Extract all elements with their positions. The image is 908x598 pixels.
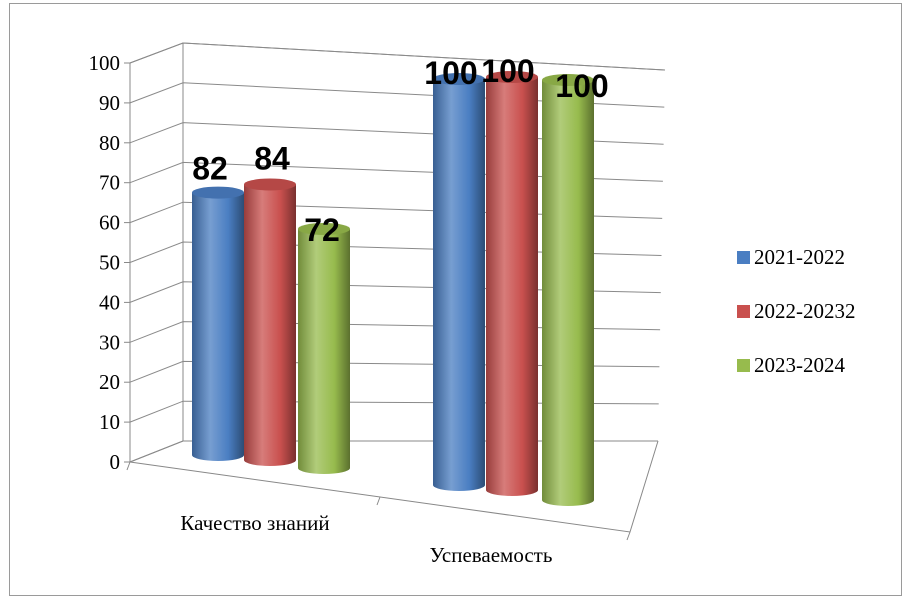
bar-body-1-1 xyxy=(192,192,244,461)
y-tick-label-60: 60 xyxy=(99,211,120,235)
bar-top-2-1 xyxy=(433,73,485,85)
legend-label-series-2: 2022-20232 xyxy=(754,298,856,323)
legend-item-series-1: 2021-2022 xyxy=(737,244,856,269)
y-tick-label-0: 0 xyxy=(110,450,121,474)
x-tick-mark-2 xyxy=(376,496,381,506)
bar-body-2-2 xyxy=(486,77,538,496)
y-tick-label-30: 30 xyxy=(99,330,120,354)
bar-2-series-2 xyxy=(486,71,538,496)
bar-top-1-2 xyxy=(244,178,296,191)
y-tick-label-70: 70 xyxy=(99,171,120,195)
data-label-1-2: 84 xyxy=(254,140,290,176)
bar-body-2-1 xyxy=(433,79,485,491)
legend-swatch-series-1 xyxy=(737,250,750,264)
legend: 2021-2022 2022-20232 2023-2024 xyxy=(737,244,856,409)
data-label-1-3: 72 xyxy=(304,212,340,248)
bar-body-2-3 xyxy=(542,80,594,506)
legend-swatch-series-2 xyxy=(737,304,750,318)
data-label-2-1: 100 xyxy=(424,55,477,91)
y-tick-label-10: 10 xyxy=(99,410,120,434)
x-tick-mark-1 xyxy=(126,461,131,471)
x-tick-mark-3 xyxy=(626,531,631,541)
gridline-100 xyxy=(129,42,666,71)
legend-swatch-series-3 xyxy=(737,358,750,372)
y-tick-label-20: 20 xyxy=(99,370,120,394)
data-label-2-3: 100 xyxy=(555,68,608,104)
y-tick-label-90: 90 xyxy=(99,91,120,115)
x-axis-categories: Качество знаний Успеваемость xyxy=(126,461,631,567)
legend-label-series-1: 2021-2022 xyxy=(754,244,845,269)
bar-2-series-3 xyxy=(542,74,594,506)
bar-1-series-1 xyxy=(192,186,244,461)
y-tick-label-50: 50 xyxy=(99,251,120,275)
y-tick-label-80: 80 xyxy=(99,131,120,155)
data-label-2-2: 100 xyxy=(481,53,534,89)
y-tick-label-100: 100 xyxy=(89,51,121,75)
bar-top-2-2 xyxy=(486,71,538,83)
bar-body-1-2 xyxy=(244,184,296,467)
bar-top-1-1 xyxy=(192,186,244,199)
legend-item-series-3: 2023-2024 xyxy=(737,352,856,377)
y-axis-ticks: 0 10 20 30 40 50 60 70 80 90 100 xyxy=(89,51,130,474)
legend-label-series-3: 2023-2024 xyxy=(754,352,845,377)
data-label-1-1: 82 xyxy=(192,151,228,187)
bar-body-1-3 xyxy=(298,228,350,474)
bar-1-series-2 xyxy=(244,178,296,467)
y-tick-label-40: 40 xyxy=(99,290,120,314)
bars xyxy=(192,71,594,506)
bar-top-1-3 xyxy=(298,222,350,235)
legend-item-series-2: 2022-20232 xyxy=(737,298,856,323)
bar-2-series-1 xyxy=(433,73,485,491)
category-label-1: Качество знаний xyxy=(180,511,329,535)
bar-top-2-3 xyxy=(542,74,594,86)
category-label-2: Успеваемость xyxy=(430,543,553,567)
bar-1-series-3 xyxy=(298,222,350,474)
